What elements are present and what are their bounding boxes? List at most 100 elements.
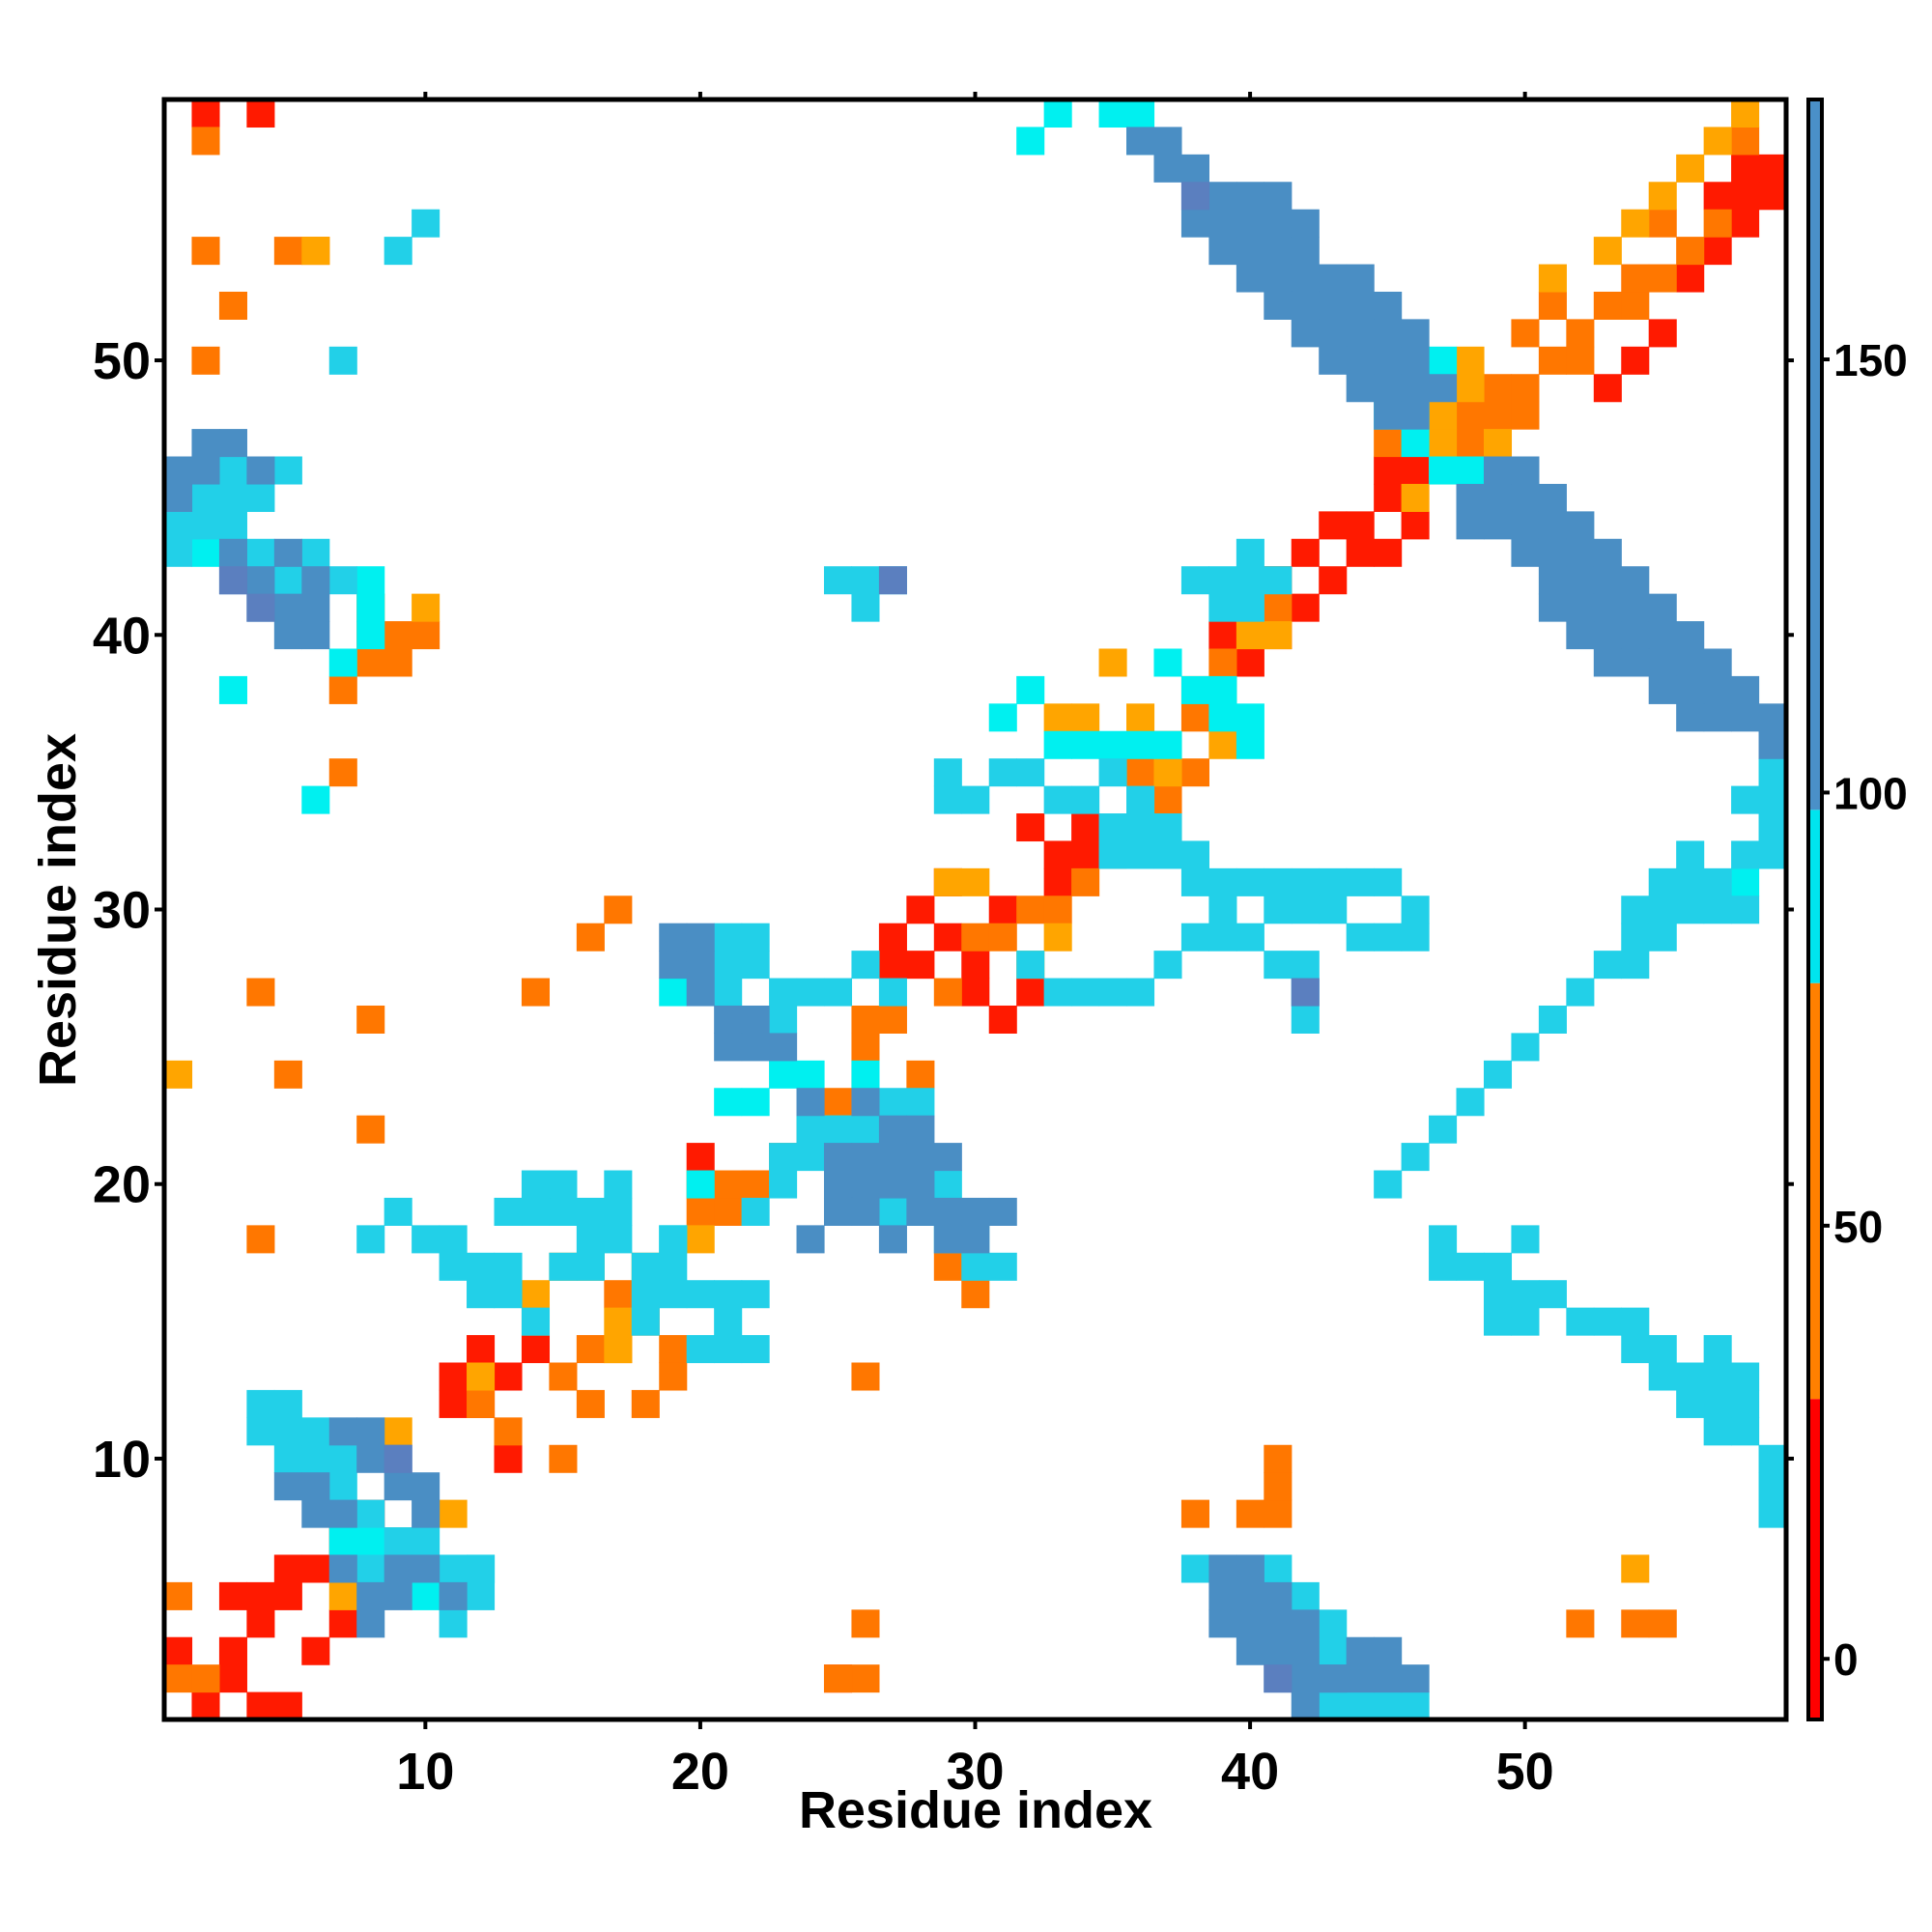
heatmap-cell <box>1538 346 1567 375</box>
heatmap-cell <box>1291 1609 1320 1638</box>
heatmap-cell <box>301 538 330 567</box>
heatmap-cell <box>933 923 962 952</box>
heatmap-cell <box>356 566 385 595</box>
heatmap-cell <box>906 1197 935 1226</box>
heatmap-cell <box>714 1197 743 1226</box>
heatmap-cell <box>1703 1335 1732 1364</box>
heatmap-cell <box>1648 209 1677 238</box>
heatmap-cell <box>851 1197 880 1226</box>
heatmap-cell <box>1236 867 1264 896</box>
heatmap-cell <box>714 1005 743 1034</box>
heatmap-cell <box>659 1252 688 1281</box>
heatmap-cell <box>576 1225 605 1254</box>
heatmap-cell <box>1098 730 1127 759</box>
heatmap-cell <box>328 675 357 704</box>
x-tick-label: 40 <box>1221 1743 1279 1801</box>
heatmap-cell <box>1180 154 1209 183</box>
heatmap-cell <box>1264 209 1293 238</box>
heatmap-cell <box>218 675 247 704</box>
heatmap-cell <box>933 867 962 896</box>
heatmap-cell <box>1621 1307 1650 1336</box>
heatmap-cell <box>1731 867 1760 896</box>
heatmap-cell <box>1208 566 1237 595</box>
heatmap-cell <box>246 978 275 1007</box>
heatmap-cell <box>714 1088 743 1117</box>
heatmap-cell <box>439 1362 468 1391</box>
heatmap-cell <box>1401 923 1430 952</box>
heatmap-cell <box>218 1581 247 1610</box>
heatmap-cell <box>1483 429 1513 458</box>
heatmap-cells <box>164 99 1787 1720</box>
heatmap-cell <box>1538 538 1567 567</box>
heatmap-cell <box>301 1417 330 1446</box>
heatmap-cell <box>1291 291 1320 320</box>
heatmap-cell <box>1208 237 1237 266</box>
heatmap-cell <box>164 511 193 540</box>
heatmap-cell <box>273 538 302 567</box>
heatmap-cell <box>878 566 907 595</box>
heatmap-cell <box>1098 978 1127 1007</box>
heatmap-cell <box>686 1143 715 1172</box>
heatmap-cell <box>1648 1609 1677 1638</box>
heatmap-cell <box>1236 923 1264 952</box>
heatmap-cell <box>273 566 302 595</box>
heatmap-cell <box>1566 346 1595 375</box>
heatmap-cell <box>1731 154 1760 183</box>
heatmap-cell <box>1319 867 1348 896</box>
heatmap-cell <box>933 1252 962 1281</box>
heatmap-cell <box>1098 648 1127 677</box>
y-tick-label: 40 <box>93 607 151 665</box>
heatmap-cell <box>356 648 385 677</box>
heatmap-cell <box>1374 1170 1403 1199</box>
heatmap-cell <box>1511 1033 1540 1062</box>
heatmap-cell <box>1346 538 1375 567</box>
heatmap-cell <box>851 593 880 622</box>
heatmap-cell <box>1703 675 1732 704</box>
heatmap-cell <box>1429 1225 1458 1254</box>
heatmap-cell <box>961 978 990 1007</box>
heatmap-cell <box>1264 621 1293 650</box>
heatmap-cell <box>1126 730 1155 759</box>
heatmap-cell <box>273 1554 302 1583</box>
heatmap-cell <box>659 951 688 980</box>
heatmap-cell <box>1346 511 1375 540</box>
heatmap-cell <box>1319 1609 1348 1638</box>
heatmap-cell <box>1374 867 1403 896</box>
heatmap-cell <box>851 1088 880 1117</box>
heatmap-cell <box>384 1417 412 1446</box>
heatmap-cell <box>1374 483 1403 512</box>
heatmap-cell <box>769 1060 798 1089</box>
heatmap-cell <box>961 1225 990 1254</box>
heatmap-cell <box>988 895 1017 924</box>
heatmap-cell <box>741 923 770 952</box>
heatmap-cell <box>1703 127 1732 156</box>
heatmap-cell <box>521 1170 551 1199</box>
heatmap-cell <box>301 621 330 650</box>
heatmap-cell <box>1291 978 1320 1007</box>
heatmap-cell <box>1346 346 1375 375</box>
heatmap-cell <box>246 1389 275 1418</box>
y-tick-label: 10 <box>93 1431 151 1489</box>
heatmap-cell <box>301 237 330 266</box>
heatmap-cell <box>1236 182 1264 211</box>
heatmap-cell <box>412 1554 440 1583</box>
heatmap-cell <box>659 1362 688 1391</box>
heatmap-cell <box>1593 538 1622 567</box>
heatmap-cell <box>1208 867 1237 896</box>
heatmap-cell <box>1374 1691 1403 1720</box>
heatmap-cell <box>1758 1444 1787 1473</box>
heatmap-cell <box>549 1362 578 1391</box>
heatmap-cell <box>1208 923 1237 952</box>
heatmap-cell <box>164 483 193 512</box>
heatmap-cell <box>1621 951 1650 980</box>
heatmap-cell <box>494 1197 523 1226</box>
heatmap-cell <box>301 785 330 814</box>
heatmap-cell <box>1621 566 1650 595</box>
heatmap-cell <box>1319 346 1348 375</box>
heatmap-cell <box>1593 291 1622 320</box>
heatmap-cell <box>246 538 275 567</box>
heatmap-cell <box>1016 951 1045 980</box>
heatmap-cell <box>1291 1581 1320 1610</box>
heatmap-cell <box>988 758 1017 787</box>
heatmap-cell <box>301 1636 330 1665</box>
